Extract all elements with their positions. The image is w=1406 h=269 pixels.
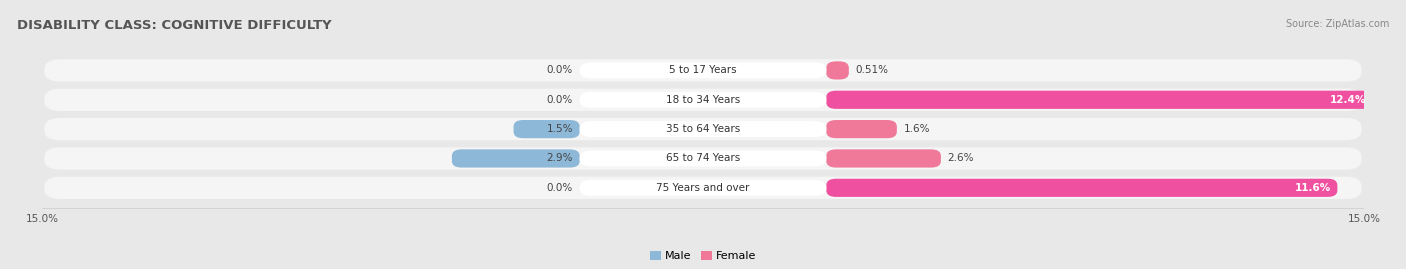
Text: 12.4%: 12.4% [1330, 95, 1367, 105]
FancyBboxPatch shape [827, 91, 1372, 109]
FancyBboxPatch shape [45, 59, 1361, 82]
FancyBboxPatch shape [827, 149, 941, 168]
Text: 35 to 64 Years: 35 to 64 Years [666, 124, 740, 134]
Text: Source: ZipAtlas.com: Source: ZipAtlas.com [1285, 19, 1389, 29]
FancyBboxPatch shape [827, 179, 1337, 197]
Text: 0.0%: 0.0% [547, 95, 574, 105]
Text: 75 Years and over: 75 Years and over [657, 183, 749, 193]
FancyBboxPatch shape [45, 177, 1361, 199]
FancyBboxPatch shape [45, 147, 1361, 170]
FancyBboxPatch shape [579, 151, 827, 167]
Text: 5 to 17 Years: 5 to 17 Years [669, 65, 737, 75]
FancyBboxPatch shape [45, 89, 1361, 111]
FancyBboxPatch shape [579, 121, 827, 137]
FancyBboxPatch shape [513, 120, 579, 138]
Text: 0.51%: 0.51% [855, 65, 889, 75]
Text: 65 to 74 Years: 65 to 74 Years [666, 154, 740, 164]
Text: 2.9%: 2.9% [547, 154, 574, 164]
Text: 1.5%: 1.5% [547, 124, 574, 134]
Text: DISABILITY CLASS: COGNITIVE DIFFICULTY: DISABILITY CLASS: COGNITIVE DIFFICULTY [17, 19, 332, 32]
Text: 0.0%: 0.0% [547, 65, 574, 75]
FancyBboxPatch shape [579, 180, 827, 196]
Legend: Male, Female: Male, Female [645, 246, 761, 266]
FancyBboxPatch shape [579, 92, 827, 108]
Text: 18 to 34 Years: 18 to 34 Years [666, 95, 740, 105]
Text: 0.0%: 0.0% [547, 183, 574, 193]
FancyBboxPatch shape [451, 149, 579, 168]
FancyBboxPatch shape [579, 62, 827, 78]
FancyBboxPatch shape [45, 118, 1361, 140]
FancyBboxPatch shape [827, 120, 897, 138]
Text: 2.6%: 2.6% [948, 154, 974, 164]
Text: 1.6%: 1.6% [904, 124, 929, 134]
FancyBboxPatch shape [827, 61, 849, 80]
Text: 11.6%: 11.6% [1295, 183, 1330, 193]
